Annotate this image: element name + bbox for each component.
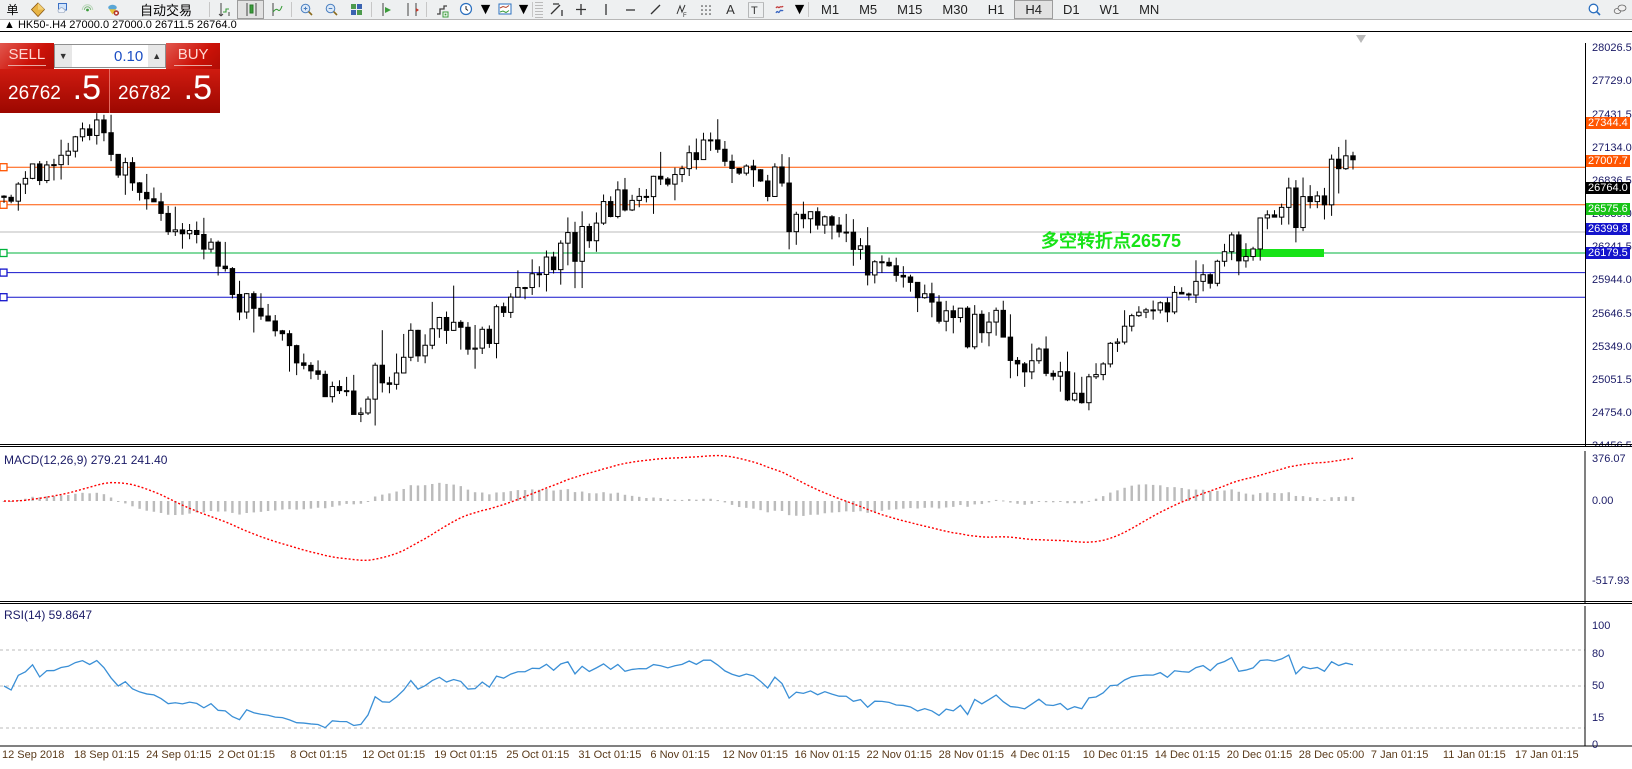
svg-text:T: T: [751, 5, 758, 17]
svg-text:多空转折点26575: 多空转折点26575: [1041, 230, 1181, 251]
svg-text:F: F: [683, 13, 687, 18]
